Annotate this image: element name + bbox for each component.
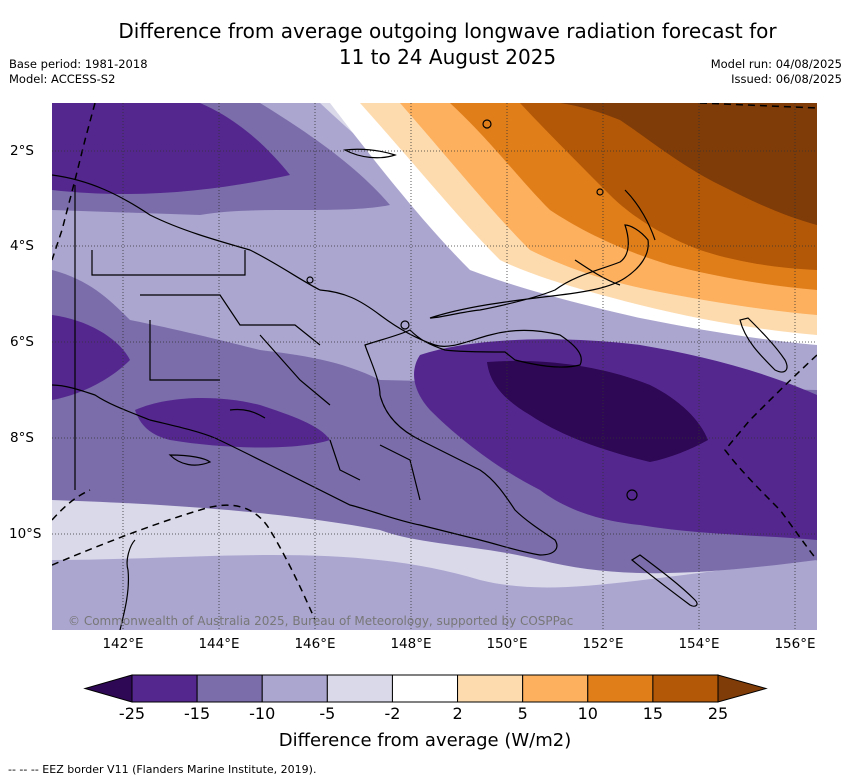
meta-left: Base period: 1981-2018 Model: ACCESS-S2 — [9, 57, 148, 87]
colorbar-label: 10 — [577, 704, 598, 723]
issued-date: Issued: 06/08/2025 — [731, 72, 842, 86]
colorbar — [83, 674, 768, 703]
title-line-1: Difference from average outgoing longwav… — [118, 19, 777, 43]
colorbar-bin — [457, 674, 524, 703]
lat-tick-8s: 8°S — [10, 430, 34, 446]
lon-tick-152e: 152°E — [582, 636, 624, 652]
colorbar-bin — [652, 674, 719, 703]
colorbar-bin — [391, 674, 459, 703]
colorbar-label: -15 — [184, 704, 211, 723]
eez-footnote: -- -- -- EEZ border V11 (Flanders Marine… — [8, 763, 317, 776]
lat-tick-10s: 10°S — [9, 526, 42, 542]
base-period: Base period: 1981-2018 — [9, 57, 148, 71]
eez-borders — [52, 103, 817, 621]
map-title: Difference from average outgoing longwav… — [60, 18, 835, 70]
colorbar-extend-low — [83, 674, 133, 703]
title-line-2: 11 to 24 August 2025 — [338, 45, 557, 69]
colorbar-label: -25 — [118, 704, 146, 723]
colorbar-label: -10 — [249, 704, 276, 723]
colorbar-label: -5 — [319, 704, 336, 723]
colorbar-label: 25 — [707, 704, 729, 723]
colorbar-label: -2 — [384, 704, 401, 723]
model-name: Model: ACCESS-S2 — [9, 72, 116, 86]
lon-tick-156e: 156°E — [774, 636, 816, 652]
lat-tick-2s: 2°S — [10, 143, 34, 159]
colorbar-bin — [261, 674, 328, 703]
lon-tick-148e: 148°E — [390, 636, 432, 652]
lat-tick-4s: 4°S — [10, 238, 34, 254]
lon-tick-146e: 146°E — [294, 636, 336, 652]
coastlines — [52, 119, 788, 630]
colorbar-bin — [326, 674, 393, 703]
lon-tick-144e: 144°E — [198, 636, 240, 652]
colorbar-title: Difference from average (W/m2) — [278, 730, 572, 751]
lat-tick-6s: 6°S — [10, 334, 34, 350]
graticule — [52, 103, 817, 630]
lon-tick-142e: 142°E — [102, 636, 144, 652]
colorbar-label: 15 — [642, 704, 664, 723]
copyright-notice: © Commonwealth of Australia 2025, Bureau… — [68, 614, 574, 628]
colorbar-extend-high — [717, 674, 768, 703]
colorbar-bin — [196, 674, 263, 703]
lon-tick-154e: 154°E — [678, 636, 720, 652]
anomaly-fields — [52, 103, 817, 630]
colorbar-label: 5 — [517, 704, 528, 723]
meta-right: Model run: 04/08/2025 Issued: 06/08/2025 — [711, 57, 842, 87]
lon-tick-150e: 150°E — [486, 636, 528, 652]
colorbar-bin — [522, 674, 589, 703]
colorbar-bin — [587, 674, 654, 703]
colorbar-label: 2 — [452, 704, 463, 723]
model-run: Model run: 04/08/2025 — [710, 57, 842, 71]
colorbar-bin — [131, 674, 198, 703]
